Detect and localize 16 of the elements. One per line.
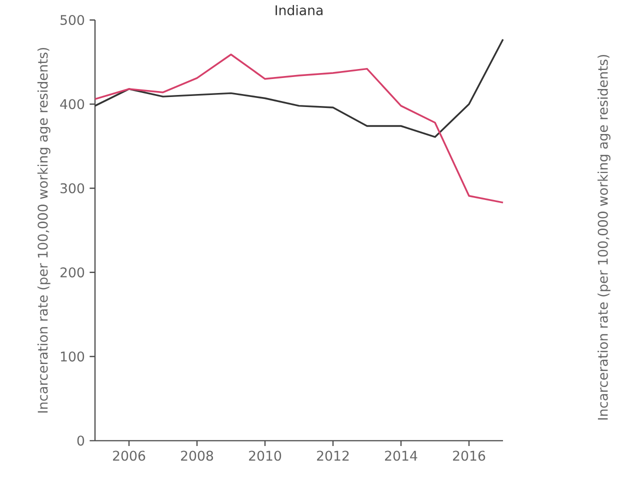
y-tick-label: 200 [60, 267, 84, 278]
x-tick-label: 2014 [385, 450, 418, 461]
y-tick-label: 100 [60, 351, 84, 362]
x-tick-label: 2006 [113, 450, 146, 461]
chart-title: Indiana [276, 4, 322, 16]
y-tick-label: 500 [60, 14, 84, 26]
text: Incarceration rate (per 100,000 working age residents) [598, 54, 610, 420]
y-tick-label: 300 [60, 183, 84, 194]
x-tick-label: 2008 [181, 450, 214, 461]
y-tick-label: 400 [60, 99, 84, 110]
y-axis-title: Incarceration rate (per 100,000 working age residents) [37, 48, 50, 413]
x-tick-label: 2012 [317, 450, 349, 461]
y-tick-label: 0 [77, 436, 84, 446]
x-tick-label: 2016 [453, 450, 486, 461]
line-series [94, 54, 504, 204]
x-tick-label: 2010 [249, 450, 282, 461]
